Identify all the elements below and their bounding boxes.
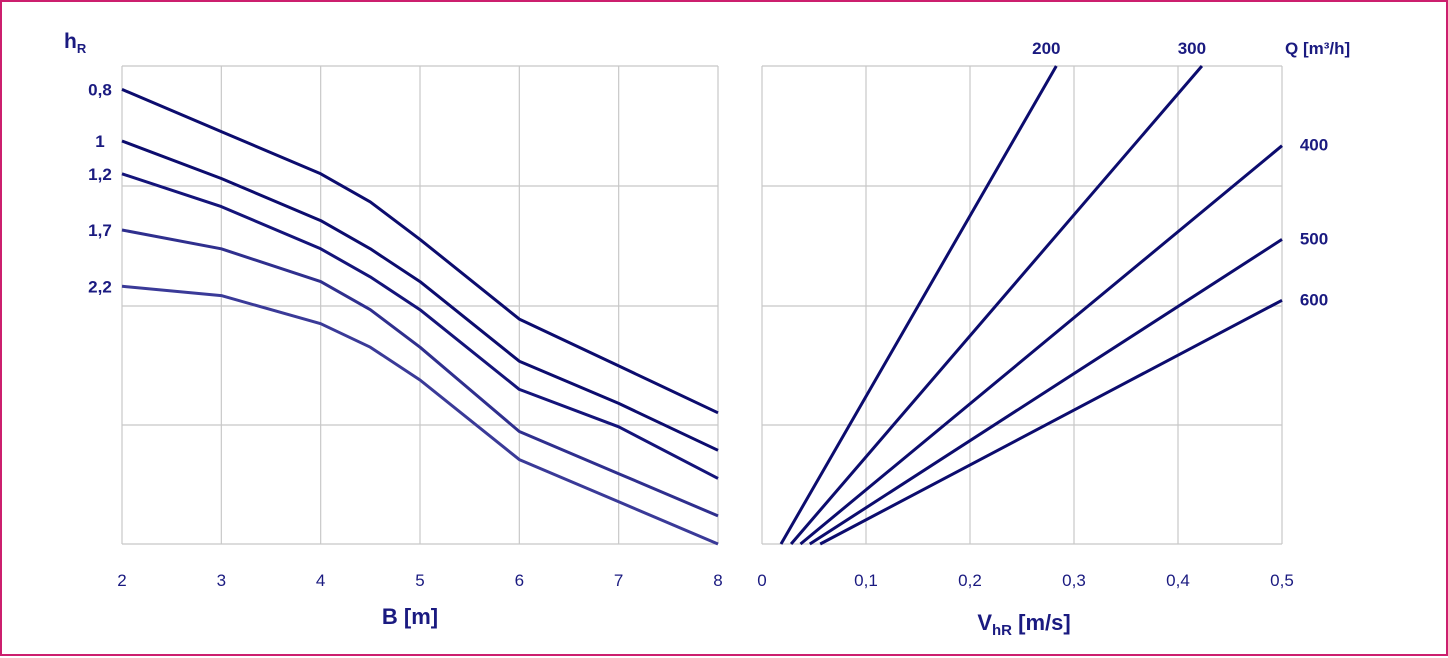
left-x-ticks: 2 3 4 5 6 7 8 [117, 571, 722, 590]
q-label-200: 200 [1032, 39, 1060, 58]
curve-label-left: 0,8 [88, 80, 112, 99]
x-tick-label: 8 [713, 571, 722, 590]
left-grid [121, 65, 719, 545]
q-label-600: 600 [1300, 290, 1328, 309]
x-tick-label: 4 [316, 571, 325, 590]
x-tick-label: 0,1 [854, 571, 878, 590]
x-tick-label: 6 [515, 571, 524, 590]
right-grid [761, 65, 1283, 545]
legend-title: Q [m³/h] [1285, 39, 1350, 58]
q-label-500: 500 [1300, 229, 1328, 248]
series-line-1 [121, 139, 719, 452]
series-line-0-8 [121, 88, 719, 415]
series-line-1-7 [121, 228, 719, 518]
x-tick-label: 3 [217, 571, 226, 590]
q-line-600 [819, 298, 1283, 546]
left-y-tick-labels: 0,8 1 1,2 1,7 2,2 [88, 80, 112, 296]
curve-label-left: 1 [95, 132, 104, 151]
q-line-300 [789, 65, 1204, 545]
curve-label-left: 1,7 [88, 221, 112, 240]
x-axis-title-left: B [m] [382, 604, 438, 629]
q-label-300: 300 [1178, 39, 1206, 58]
x-axis-title-right-unit: [m/s] [1012, 610, 1071, 635]
right-curve-labels: 200 300 400 500 600 [1032, 39, 1328, 309]
x-tick-label: 5 [415, 571, 424, 590]
right-curves [779, 65, 1283, 546]
x-tick-label: 0 [757, 571, 766, 590]
y-axis-title-sub: R [77, 41, 87, 56]
x-tick-label: 0,3 [1062, 571, 1086, 590]
x-tick-label: 0,2 [958, 571, 982, 590]
curve-label-left: 1,2 [88, 165, 112, 184]
x-tick-label: 0,5 [1270, 571, 1294, 590]
x-tick-label: 0,4 [1166, 571, 1190, 590]
right-x-ticks: 0 0,1 0,2 0,3 0,4 0,5 [757, 571, 1294, 590]
x-tick-label: 2 [117, 571, 126, 590]
series-line-2-2 [121, 284, 719, 546]
q-line-200 [779, 65, 1058, 545]
q-line-400 [799, 144, 1283, 546]
x-axis-title-right-sub: hR [992, 622, 1012, 639]
q-line-500 [808, 238, 1283, 546]
q-label-400: 400 [1300, 136, 1328, 155]
y-axis-title: hR [64, 30, 87, 56]
x-axis-title-right: VhR [m/s] [977, 610, 1070, 639]
x-tick-label: 7 [614, 571, 623, 590]
left-curves [121, 88, 719, 546]
series-line-1-2 [121, 172, 719, 480]
curve-label-left: 2,2 [88, 277, 112, 296]
